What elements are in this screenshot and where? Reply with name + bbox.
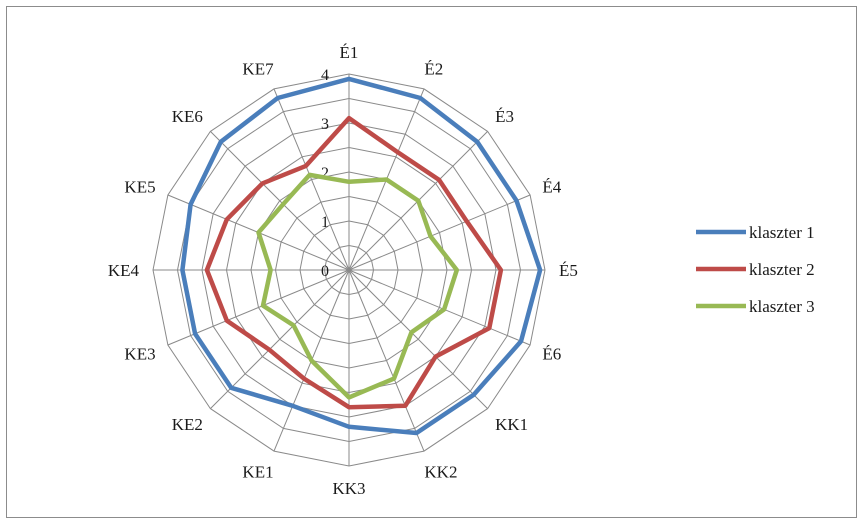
tick-label: 4 [321,67,329,84]
category-label: KE6 [172,107,203,126]
category-label: KE4 [108,261,140,280]
category-label: KK2 [424,462,457,481]
spoke-KK2 [349,270,424,451]
spoke-É4 [349,195,530,270]
category-label: É5 [559,261,578,280]
category-label: É4 [542,178,561,197]
category-label: KK1 [495,415,528,434]
category-label: É2 [424,60,443,79]
series-line-2 [207,118,501,407]
spoke-É6 [349,270,530,345]
category-label: KE5 [124,178,155,197]
tick-label: 1 [321,214,329,231]
legend-label-1: klaszter 1 [749,223,815,242]
category-label: É6 [542,344,561,363]
legend: klaszter 1 klaszter 2 klaszter 3 [696,223,815,316]
category-label: KE7 [242,60,274,79]
tick-label: 0 [321,263,329,280]
legend-label-2: klaszter 2 [749,260,815,279]
category-label: É1 [340,43,359,62]
category-label: KE3 [124,344,155,363]
category-label: KE2 [172,415,203,434]
category-label: É3 [495,107,514,126]
tick-label: 3 [321,116,329,133]
category-label: KE1 [242,462,273,481]
legend-label-3: klaszter 3 [749,297,815,316]
category-label: KK3 [332,479,365,498]
